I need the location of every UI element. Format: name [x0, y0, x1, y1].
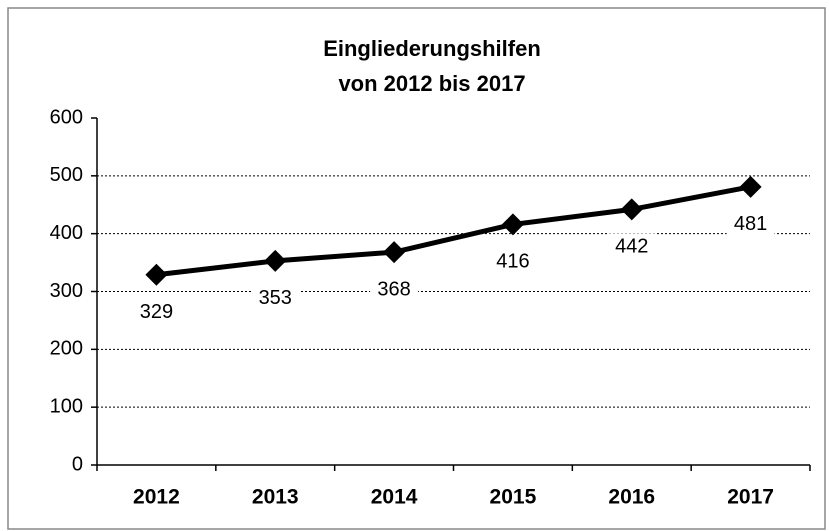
label-bg [370, 276, 419, 303]
chart-border [7, 7, 826, 530]
x-tick-label: 2015 [490, 486, 537, 509]
marker [739, 175, 762, 198]
data-label: 481 [734, 213, 767, 235]
data-label: 368 [377, 278, 410, 300]
label-bg [488, 248, 537, 275]
x-tick-label: 2016 [608, 486, 655, 509]
chart-title: Eingliederungshilfen [323, 36, 541, 61]
chart-subtitle: von 2012 bis 2017 [338, 71, 525, 96]
y-tick-label: 100 [50, 395, 83, 417]
label-bg [607, 233, 656, 260]
label-bg [251, 284, 300, 311]
x-tick-label: 2013 [252, 486, 299, 509]
y-tick-label: 600 [50, 106, 83, 128]
line [156, 184, 752, 278]
marker [501, 213, 524, 236]
data-label: 442 [615, 236, 648, 258]
data-label: 353 [259, 287, 292, 309]
x-tick-label: 2017 [727, 486, 774, 509]
y-tick-label: 300 [50, 280, 83, 302]
marker [383, 241, 406, 264]
y-tick-label: 0 [72, 453, 83, 475]
x-tick-label: 2014 [371, 486, 418, 509]
y-tick-label: 500 [50, 164, 83, 186]
label-bg [726, 210, 775, 237]
y-tick-label: 200 [50, 338, 83, 360]
marker [145, 263, 168, 286]
marker [264, 249, 287, 272]
marker [620, 198, 643, 221]
y-tick-label: 400 [50, 222, 83, 244]
data-label: 329 [140, 301, 173, 323]
data-label: 416 [496, 251, 529, 273]
x-tick-label: 2012 [133, 486, 180, 509]
label-bg [132, 298, 181, 325]
